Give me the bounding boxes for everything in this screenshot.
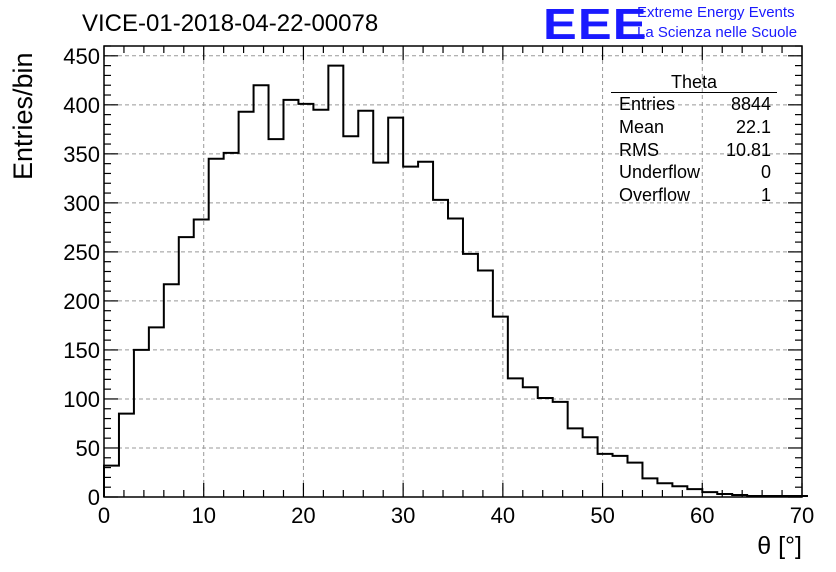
- histogram-bin: [358, 111, 373, 497]
- histogram-bin: [538, 398, 553, 497]
- tick-labels: 0 10 20 30 40 50 60 700501001502002503003504004…: [63, 44, 814, 528]
- stats-label: Underflow: [619, 162, 701, 183]
- y-tick-label: 0: [88, 485, 100, 510]
- stats-value: 1: [760, 185, 771, 206]
- x-tick-label: 20: [291, 503, 315, 528]
- histogram-bin: [613, 456, 628, 497]
- axis-ticks: [103, 45, 803, 498]
- stats-label: Entries: [619, 94, 676, 114]
- histogram-bin: [269, 139, 284, 497]
- x-tick-label: 70: [790, 503, 814, 528]
- stats-row-overflow: Overflow 1: [611, 184, 777, 207]
- eee-logo: EEE: [543, 0, 648, 49]
- histogram-bin: [209, 159, 224, 497]
- y-tick-label: 200: [63, 289, 100, 314]
- histogram-bin: [687, 489, 702, 497]
- histogram-bin: [194, 220, 209, 497]
- x-tick-label: 10: [191, 503, 215, 528]
- stats-row-entries: Entries 8844: [611, 93, 777, 116]
- y-tick-label: 150: [63, 338, 100, 363]
- histogram-bin: [254, 85, 269, 497]
- stats-box: Theta Entries 8844 Mean 22.1 RMS 10.81 U…: [611, 72, 777, 207]
- histogram-bin: [508, 378, 523, 497]
- stats-row-underflow: Underflow 0: [611, 161, 777, 184]
- histogram-bin: [388, 118, 403, 497]
- y-tick-label: 250: [63, 240, 100, 265]
- y-tick-label: 300: [63, 191, 100, 216]
- histogram-bin: [553, 402, 568, 497]
- stats-label: Mean: [619, 116, 665, 137]
- stats-value: 0: [760, 162, 771, 183]
- chart-title: VICE-01-2018-04-22-00078: [82, 10, 379, 37]
- histogram-bin: [403, 167, 418, 497]
- histogram-bin: [328, 66, 343, 497]
- y-tick-label: 50: [76, 436, 100, 461]
- histogram-bin: [433, 200, 448, 497]
- y-tick-label: 400: [63, 93, 100, 118]
- y-axis-label: Entries/bin: [8, 52, 38, 180]
- histogram-bin: [598, 454, 613, 497]
- stats-row-rms: RMS 10.81: [611, 139, 777, 162]
- histogram-bin: [298, 104, 313, 497]
- histogram-bin: [239, 112, 254, 497]
- logo-subtitle-2: La Scienza nelle Scuole: [637, 24, 798, 41]
- x-tick-label: 60: [690, 503, 714, 528]
- stats-row-mean: Mean 22.1: [611, 116, 777, 139]
- histogram-bin: [418, 162, 433, 497]
- histogram-bin: [104, 466, 119, 497]
- stats-label: Overflow: [619, 185, 691, 206]
- stats-title: Theta: [611, 72, 777, 93]
- x-tick-label: 30: [391, 503, 415, 528]
- histogram-bin: [493, 317, 508, 497]
- histogram-bin: [164, 284, 179, 497]
- histogram-bin: [628, 463, 643, 497]
- histogram-bin: [448, 219, 463, 497]
- y-tick-label: 450: [63, 44, 100, 69]
- histogram-bin: [657, 483, 672, 497]
- stats-value: 10.81: [725, 139, 771, 160]
- stats-value: 22.1: [735, 116, 771, 137]
- histogram-bin: [523, 387, 538, 497]
- histogram-bin: [583, 437, 598, 497]
- histogram-bin: [224, 153, 239, 497]
- y-tick-label: 350: [63, 142, 100, 167]
- x-tick-label: 50: [590, 503, 614, 528]
- histogram-bin: [463, 254, 478, 497]
- histogram-bin: [642, 478, 657, 497]
- x-tick-label: 0: [98, 503, 110, 528]
- stats-label: RMS: [619, 139, 659, 160]
- grid-lines: [104, 46, 802, 497]
- x-tick-label: 40: [491, 503, 515, 528]
- logo-subtitle-1: Extreme Energy Events: [637, 4, 795, 21]
- histogram-bin: [149, 327, 164, 497]
- histogram-series: [103, 64, 808, 498]
- histogram-bin: [568, 428, 583, 497]
- y-tick-label: 100: [63, 387, 100, 412]
- stats-value: 8844: [730, 94, 771, 114]
- histogram-bin: [343, 136, 358, 497]
- x-axis-label: θ [°]: [757, 532, 802, 560]
- histogram-bin: [478, 271, 493, 497]
- histogram-bin: [373, 163, 388, 497]
- histogram-bin: [179, 237, 194, 497]
- histogram-bin: [313, 110, 328, 497]
- histogram-bin: [119, 414, 134, 497]
- histogram-bin: [134, 350, 149, 497]
- histogram-bin: [283, 100, 298, 497]
- histogram-outline: [103, 64, 808, 498]
- histogram-bin: [672, 486, 687, 497]
